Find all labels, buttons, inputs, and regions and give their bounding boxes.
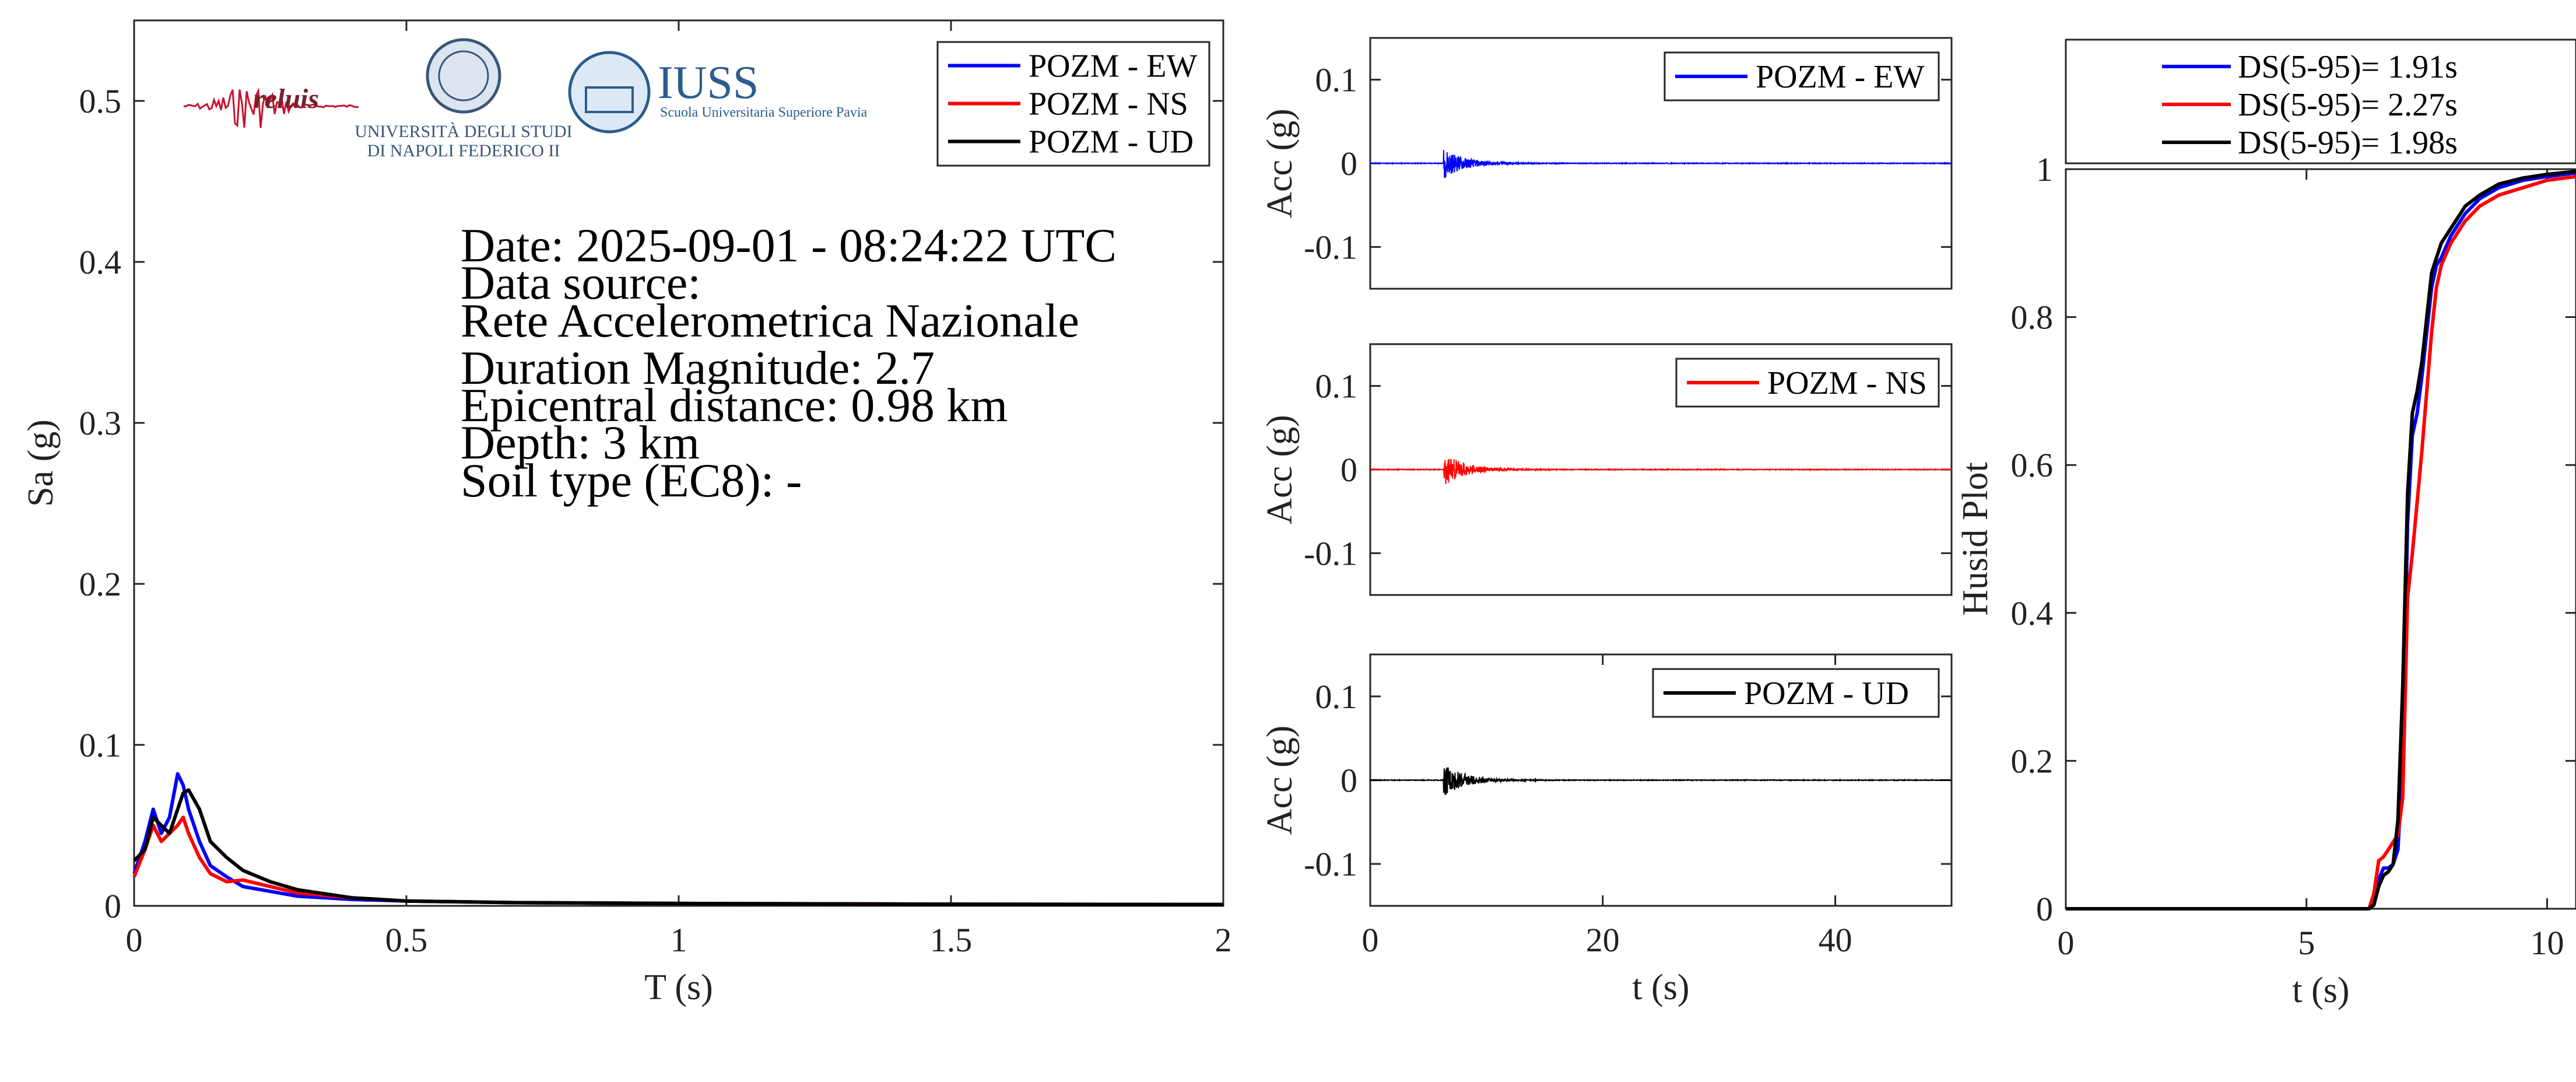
info-date: Date: 2025-09-01 - 08:24:22 UTC [461,219,1117,272]
chart-3-legend-label-0: POZM - UD [1744,675,1909,712]
unina-logo-line-2: DI NAPOLI FEDERICO II [367,141,560,160]
chart-0-xtick-1: 0.5 [385,921,428,959]
chart-0-legend-label-1: POZM - NS [1029,86,1188,122]
chart-2-ytick-1: 0 [1340,451,1357,489]
chart-0-xlabel: T (s) [644,968,713,1007]
chart-0-legend-label-0: POZM - EW [1029,48,1197,85]
chart-0-ytick-2: 0.2 [79,565,122,603]
chart-1-legend-label-0: POZM - EW [1756,59,1924,95]
chart-2-series-0 [1370,458,1952,485]
chart-2-legend-label-0: POZM - NS [1767,365,1927,401]
chart-4-xtick-2: 10 [2530,924,2564,962]
chart-0-ytick-1: 0.1 [79,726,122,764]
chart-4-xtick-0: 0 [2058,924,2075,962]
chart-0-ylabel: Sa (g) [21,419,61,507]
chart-0-ytick-3: 0.3 [79,404,122,442]
chart-1-ytick-2: 0.1 [1315,61,1358,99]
chart-3-ylabel: Acc (g) [1260,726,1300,835]
reluis-logo: reluis [183,83,359,128]
chart-2: -0.1 0 0.1 Acc (g) POZM - NS [1260,343,1953,596]
chart-0-xtick-4: 2 [1215,921,1232,959]
chart-4-ytick-5: 1 [2036,150,2053,188]
chart-0: 0 0.5 1 1.5 2 0 0.1 0.2 0.3 0.4 0.5 T (s) Sa (g) POZM… [21,19,1232,1007]
chart-0-series-2 [132,788,1224,906]
chart-0-legend-label-2: POZM - UD [1029,124,1194,160]
info-depth: Depth: 3 km [461,416,700,469]
chart-1-ylabel: Acc (g) [1260,108,1300,218]
chart-2-ylabel: Acc (g) [1260,415,1300,524]
unina-logo-line-1: UNIVERSITÀ DEGLI STUDI [355,122,572,141]
iuss-logo-subtitle: Scuola Universitaria Superiore Pavia [660,105,868,120]
info-source: Rete Accelerometrica Nazionale [461,294,1079,347]
chart-3-ytick-0: -0.1 [1304,845,1357,883]
chart-3-ytick-1: 0 [1340,762,1357,800]
chart-0-xtick-3: 1.5 [930,921,973,959]
iuss-logo-title: IUSS [658,57,759,108]
info-source-label: Data source: [461,256,701,309]
chart-1-series-0 [1370,150,1952,178]
chart-1-ytick-0: -0.1 [1304,228,1357,266]
chart-0-ytick-0: 0 [104,887,121,925]
chart-3: 0 20 40-0.100.1t (s)Acc (g)POZM - UD [1260,653,1953,1007]
chart-0-xtick-0: 0 [126,921,143,959]
chart-3-xtick-1: 20 [1586,921,1620,959]
unina-seal-icon [426,38,501,114]
chart-4-ytick-2: 0.4 [2011,594,2054,632]
info-distance: Epicentral distance: 0.98 km [461,379,1008,432]
chart-3-series-0 [1370,767,1952,795]
chart-0-ytick-4: 0.4 [79,243,122,281]
chart-3-ytick-2: 0.1 [1315,678,1358,716]
iuss-seal-icon [568,51,651,134]
chart-4-ylabel: Husid Plot [1956,462,1995,616]
chart-1: -0.1 0 0.1 Acc (g) POZM - EW [1260,37,1953,290]
chart-4-ytick-0: 0 [2036,890,2053,928]
info-soil: Soil type (EC8): - [461,454,802,507]
chart-2-ytick-2: 0.1 [1315,367,1358,405]
chart-4-legend-label-0: DS(5-95)= 1.91s [2238,49,2458,85]
chart-3-xtick-2: 40 [1819,921,1852,959]
chart-0-xtick-2: 1 [671,921,687,959]
chart-3-xtick-0: 0 [1362,921,1379,959]
chart-1-ytick-1: 0 [1340,145,1357,183]
unina-logo: UNIVERSITÀ DEGLI STUDI DI NAPOLI FEDERIC… [355,38,573,160]
chart-4-xlabel: t (s) [2292,971,2349,1010]
chart-4: 0 5 10 0 0.2 0.4 0.6 0.8 1 t (s) Husid Plot DS(5-95… [1956,38,2576,1010]
chart-4-ytick-4: 0.8 [2011,299,2054,337]
chart-0-ytick-5: 0.5 [79,82,122,120]
chart-4-ytick-3: 0.6 [2011,446,2054,484]
chart-4-ytick-1: 0.2 [2011,742,2054,780]
chart-4-legend-label-2: DS(5-95)= 1.98s [2238,125,2458,161]
chart-4-series-2 [2066,169,2576,911]
reluis-logo-text: reluis [254,83,319,114]
chart-4-series-0 [2066,171,2576,911]
chart-2-ytick-0: -0.1 [1304,534,1357,572]
event-info: Date: 2025-09-01 - 08:24:22 UTC Data sou… [461,219,1117,507]
chart-3-xlabel: t (s) [1632,968,1689,1007]
chart-4-xtick-1: 5 [2298,924,2315,962]
info-magnitude: Duration Magnitude: 2.7 [461,341,935,394]
chart-4-legend-label-1: DS(5-95)= 2.27s [2238,87,2458,123]
iuss-logo: IUSS Scuola Universitaria Superiore Pavi… [568,51,868,134]
chart-4-series-1 [2066,174,2576,911]
